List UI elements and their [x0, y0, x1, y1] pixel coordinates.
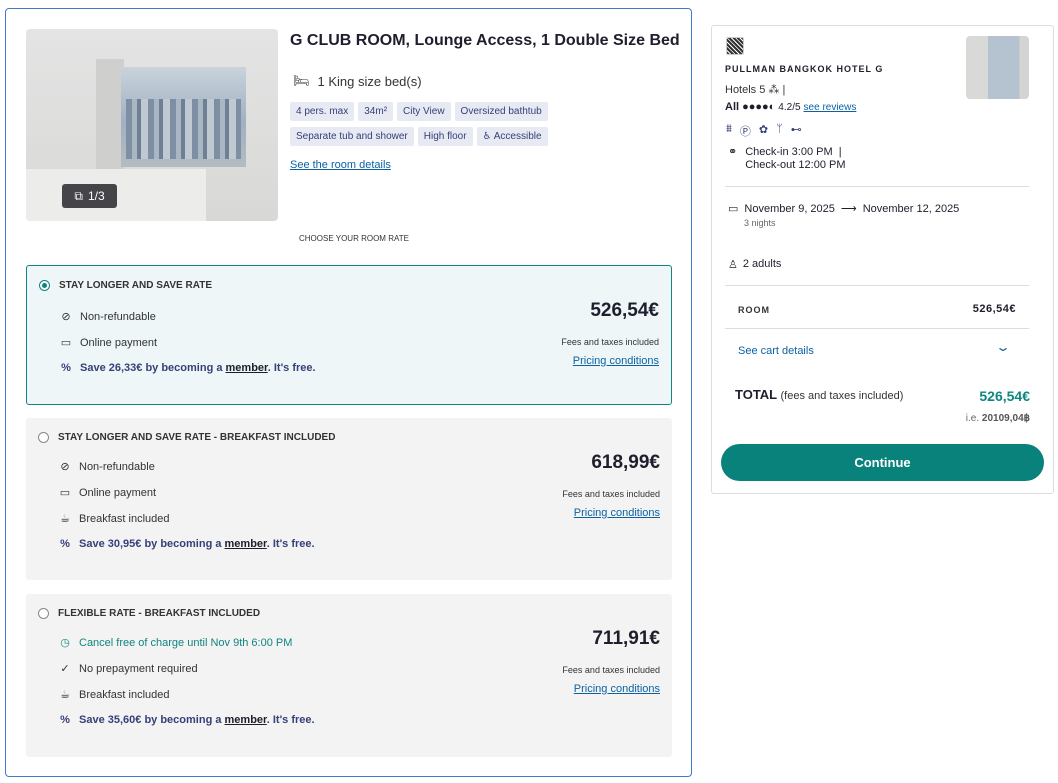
- cart-details-link[interactable]: See cart details: [738, 345, 814, 357]
- member-link[interactable]: member: [225, 362, 268, 374]
- continue-button[interactable]: Continue: [721, 444, 1044, 481]
- member-link[interactable]: member: [224, 538, 267, 550]
- tag: City View: [397, 102, 451, 121]
- breakfast-icon: ☕︎: [60, 513, 70, 525]
- room-details-link[interactable]: See the room details: [290, 159, 391, 171]
- bed-info: 🛏︎ 1 King size bed(s): [293, 73, 422, 89]
- guests: ♙ 2 adults: [728, 258, 782, 271]
- room-price: 526,54€: [972, 303, 1016, 315]
- all-logo: All: [725, 101, 740, 113]
- fitness-icon: ⊷: [790, 124, 802, 136]
- rate-feature: ⊘ Non-refundable: [60, 460, 155, 474]
- booking-summary: PULLMAN BANGKOK HOTEL G Hotels 5 ⁂ | All…: [711, 25, 1054, 494]
- rate-feature: ☕︎ Breakfast included: [60, 688, 170, 702]
- pricing-conditions-link[interactable]: Pricing conditions: [572, 355, 659, 367]
- total-label: TOTAL (fees and taxes included): [735, 387, 904, 402]
- rate-price: 711,91€: [592, 628, 660, 649]
- member-link[interactable]: member: [224, 714, 267, 726]
- rate-feature: ▭ Online payment: [60, 336, 158, 350]
- breakfast-icon: ☕︎: [60, 689, 70, 701]
- stars-icon: ⁂: [768, 84, 780, 96]
- hotel-logo: [726, 37, 744, 55]
- rate-price: 526,54€: [590, 300, 659, 321]
- person-icon: ♙: [728, 259, 738, 271]
- rate-feature: ▭ Online payment: [59, 486, 157, 500]
- amenities: ⩩ Ⓟ ✿ ᛘ ⊷: [726, 123, 802, 139]
- tag: High floor: [417, 127, 473, 146]
- percent-icon: %: [61, 362, 71, 374]
- chevron-down-icon[interactable]: ⌄: [994, 340, 1012, 354]
- gallery-icon: ⧉: [74, 188, 83, 203]
- parking-icon: Ⓟ: [739, 126, 751, 138]
- spa-icon: ✿: [758, 124, 769, 136]
- rate-option[interactable]: STAY LONGER AND SAVE RATE - BREAKFAST IN…: [26, 418, 672, 580]
- check-icon: ✓: [60, 663, 70, 675]
- tag: 34m²: [358, 102, 394, 121]
- hotel-name: PULLMAN BANGKOK HOTEL G: [725, 64, 884, 74]
- non-refundable-icon: ⊘: [61, 311, 71, 323]
- rate-feature: ⊘ Non-refundable: [61, 310, 156, 324]
- rate-option[interactable]: FLEXIBLE RATE - BREAKFAST INCLUDED ◷ Canc…: [26, 594, 672, 757]
- converted-price: i.e. 20109,04฿: [965, 413, 1030, 424]
- member-saving: % Save 35,60€ by becoming a member. It's …: [60, 714, 315, 726]
- choose-rate-heading: CHOOSE YOUR ROOM RATE: [299, 234, 409, 243]
- tag: Separate tub and shower: [290, 127, 414, 146]
- rate-radio[interactable]: [39, 280, 50, 291]
- nights: 3 nights: [744, 218, 776, 228]
- tag-accessible: ♿︎ Accessible: [476, 127, 548, 146]
- arrow-right-icon: ⟶: [840, 203, 857, 215]
- rate-feature: ◷ Cancel free of charge until Nov 9th 6:0…: [60, 636, 293, 650]
- rating-circles-icon: ●●●●◐: [742, 101, 776, 113]
- card-icon: ▭: [60, 337, 72, 349]
- rate-name: STAY LONGER AND SAVE RATE: [59, 280, 212, 291]
- member-saving: % Save 30,95€ by becoming a member. It's …: [60, 538, 315, 550]
- pricing-conditions-link[interactable]: Pricing conditions: [573, 507, 660, 519]
- rate-radio[interactable]: [38, 432, 49, 443]
- link-icon: ⚭: [728, 146, 738, 158]
- rate-feature: ☕︎ Breakfast included: [60, 512, 170, 526]
- accessible-icon: ♿︎: [482, 131, 494, 142]
- clock-icon: ◷: [60, 637, 70, 649]
- bed-icon: 🛏︎: [293, 73, 310, 88]
- member-saving: % Save 26,33€ by becoming a member. It's …: [61, 362, 316, 374]
- tag: Oversized bathtub: [454, 102, 548, 121]
- card-icon: ▭: [59, 487, 71, 499]
- hotel-category: Hotels 5 ⁂ |: [725, 84, 786, 96]
- tag: 4 pers. max: [290, 102, 355, 121]
- fees-note: Fees and taxes included: [562, 665, 660, 675]
- hotel-rating: All ●●●●◐ 4.2/5 see reviews: [725, 101, 857, 113]
- rate-price: 618,99€: [591, 452, 660, 473]
- hotel-thumbnail: [966, 36, 1029, 99]
- stay-dates: ▭ November 9, 2025 ⟶ November 12, 2025: [728, 202, 960, 216]
- photo-counter[interactable]: ⧉ 1/3: [62, 184, 117, 208]
- non-refundable-icon: ⊘: [60, 461, 70, 473]
- see-reviews-link[interactable]: see reviews: [803, 101, 857, 113]
- rate-radio[interactable]: [38, 608, 49, 619]
- rate-name: FLEXIBLE RATE - BREAKFAST INCLUDED: [58, 608, 261, 619]
- percent-icon: %: [60, 538, 70, 550]
- check-times: ⚭ Check-in 3:00 PM | Check-out 12:00 PM: [728, 146, 846, 171]
- pricing-conditions-link[interactable]: Pricing conditions: [573, 683, 660, 695]
- calendar-icon: ▭: [728, 203, 739, 215]
- fees-note: Fees and taxes included: [561, 337, 659, 347]
- room-title: G CLUB ROOM, Lounge Access, 1 Double Siz…: [290, 32, 680, 49]
- fees-note: Fees and taxes included: [562, 489, 660, 499]
- room-panel: ⧉ 1/3 G CLUB ROOM, Lounge Access, 1 Doubl…: [5, 8, 692, 777]
- pool-icon: ⩩: [726, 123, 732, 135]
- rate-feature: ✓ No prepayment required: [60, 662, 198, 676]
- room-tags: 4 pers. max 34m² City View Oversized bat…: [290, 102, 580, 146]
- room-label: ROOM: [738, 305, 770, 315]
- rate-option[interactable]: STAY LONGER AND SAVE RATE ⊘ Non-refundabl…: [26, 265, 672, 405]
- percent-icon: %: [60, 714, 70, 726]
- room-photo[interactable]: ⧉ 1/3: [26, 29, 278, 221]
- rate-name: STAY LONGER AND SAVE RATE - BREAKFAST IN…: [58, 432, 336, 443]
- total-price: 526,54€: [979, 388, 1030, 404]
- restaurant-icon: ᛘ: [776, 123, 783, 135]
